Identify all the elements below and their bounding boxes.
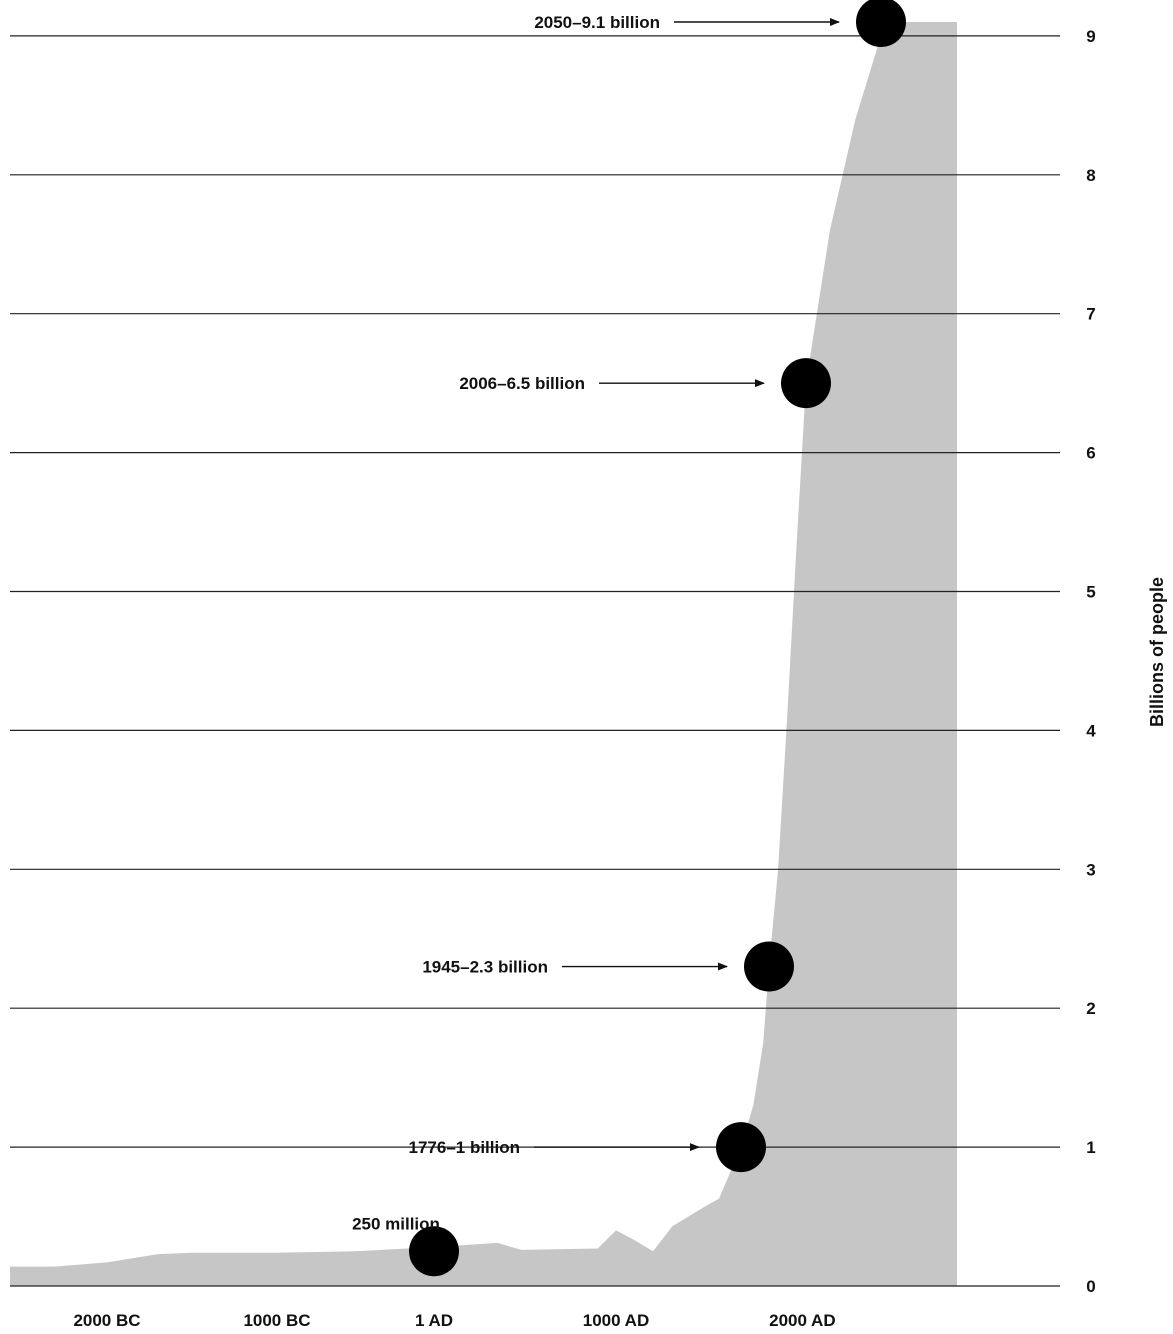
y-axis-label: Billions of people: [1147, 577, 1167, 727]
highlight-label-4: 2050–9.1 billion: [534, 13, 660, 32]
y-tick-label-1: 1: [1086, 1138, 1095, 1157]
x-tick-label-1000-bc: 1000 BC: [243, 1311, 310, 1330]
x-tick-label-2000-ad: 2000 AD: [769, 1311, 835, 1330]
y-tick-label-5: 5: [1086, 583, 1095, 602]
highlight-dot-4: [856, 0, 906, 48]
y-tick-label-2: 2: [1086, 999, 1095, 1018]
y-tick-label-3: 3: [1086, 860, 1095, 879]
y-tick-label-8: 8: [1086, 166, 1095, 185]
y-tick-label-6: 6: [1086, 444, 1095, 463]
highlight-dot-2: [744, 941, 794, 992]
highlight-label-0: 250 million: [352, 1214, 440, 1233]
y-tick-label-4: 4: [1086, 721, 1096, 740]
highlight-dot-1: [716, 1122, 766, 1173]
x-axis-ticks: 2000 BC 1000 BC 1 AD 1000 AD 2000 AD: [73, 1311, 835, 1330]
y-axis-ticks: 0 1 2 3 4 5 6 7 8 9: [1086, 27, 1096, 1296]
highlight-label-3: 2006–6.5 billion: [459, 374, 585, 393]
x-tick-label-2000-bc: 2000 BC: [73, 1311, 140, 1330]
y-tick-label-9: 9: [1086, 27, 1095, 46]
x-tick-label-1-ad: 1 AD: [415, 1311, 453, 1330]
highlight-dot-0: [409, 1226, 459, 1277]
highlight-dot-3: [781, 358, 831, 409]
area-layer: [10, 22, 957, 1286]
highlight-label-1: 1776–1 billion: [409, 1138, 521, 1157]
population-area: [10, 22, 957, 1286]
annotations: 250 million 1776–1 billion 1945–2.3 billio…: [352, 0, 906, 1277]
y-tick-label-7: 7: [1086, 305, 1095, 324]
x-tick-label-1000-ad: 1000 AD: [583, 1311, 649, 1330]
highlight-label-2: 1945–2.3 billion: [422, 958, 548, 977]
y-tick-label-0: 0: [1086, 1277, 1095, 1296]
